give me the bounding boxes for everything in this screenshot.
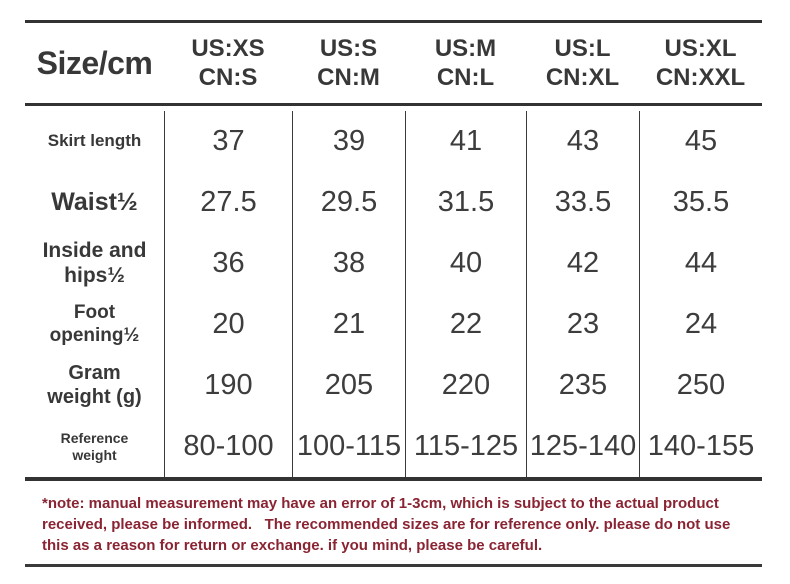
value-cell: 80-100: [164, 416, 292, 477]
size-table: Size/cm US:XS CN:S US:S CN:M US:M CN:L U…: [25, 20, 762, 481]
value-cell: 190: [164, 355, 292, 416]
cn-size-label: CN:XXL: [655, 64, 746, 91]
row-label-waist: Waist½: [51, 187, 138, 216]
us-size-label: US:L: [554, 34, 611, 62]
column-header-xs: US:XS CN:S: [164, 34, 292, 93]
value-cell: 21: [292, 294, 405, 355]
value-cell: 205: [292, 355, 405, 416]
value-cell: 39: [292, 111, 405, 172]
table-header-row: Size/cm US:XS CN:S US:S CN:M US:M CN:L U…: [25, 20, 762, 106]
cn-size-label: CN:M: [317, 64, 380, 91]
row-label-gram-weight: Gram weight (g): [47, 361, 142, 408]
value-cell: 27.5: [164, 172, 292, 233]
value-cell: 31.5: [405, 172, 526, 233]
value-cell: 35.5: [639, 172, 762, 233]
value-cell: 42: [526, 233, 639, 294]
value-cell: 22: [405, 294, 526, 355]
column-header-xl: US:XL CN:XXL: [639, 34, 762, 93]
row-label-inside-hips: Inside and hips½: [42, 238, 147, 287]
column-header-m: US:M CN:L: [405, 34, 526, 93]
cn-size-label: CN:S: [198, 64, 258, 91]
value-cell: 250: [639, 355, 762, 416]
value-cell: 115-125: [405, 416, 526, 477]
column-header-s: US:S CN:M: [292, 34, 405, 93]
measurement-note: *note: manual measurement may have an er…: [42, 495, 735, 554]
row-label-reference-weight: Reference weight: [60, 429, 129, 463]
value-cell: 140-155: [639, 416, 762, 477]
value-cell: 44: [639, 233, 762, 294]
cn-size-label: CN:L: [436, 64, 495, 91]
value-cell: 37: [164, 111, 292, 172]
cn-size-label: CN:XL: [545, 64, 620, 91]
value-cell: 33.5: [526, 172, 639, 233]
us-size-label: US:XL: [664, 34, 737, 62]
value-cell: 20: [164, 294, 292, 355]
us-size-label: US:M: [434, 34, 497, 62]
bottom-divider: [25, 564, 762, 567]
value-cell: 29.5: [292, 172, 405, 233]
table-body: Skirt length 37 39 41 43 45 Waist½ 27.5 …: [25, 106, 762, 481]
us-size-label: US:XS: [191, 34, 265, 62]
value-cell: 235: [526, 355, 639, 416]
value-cell: 40: [405, 233, 526, 294]
column-header-l: US:L CN:XL: [526, 34, 639, 93]
value-cell: 220: [405, 355, 526, 416]
value-cell: 125-140: [526, 416, 639, 477]
value-cell: 45: [639, 111, 762, 172]
value-cell: 100-115: [292, 416, 405, 477]
value-cell: 23: [526, 294, 639, 355]
value-cell: 36: [164, 233, 292, 294]
value-cell: 38: [292, 233, 405, 294]
value-cell: 43: [526, 111, 639, 172]
value-cell: 41: [405, 111, 526, 172]
us-size-label: US:S: [319, 34, 378, 62]
size-chart-page: Size/cm US:XS CN:S US:S CN:M US:M CN:L U…: [25, 20, 762, 567]
row-label-foot-opening: Foot opening½: [49, 302, 140, 346]
value-cell: 24: [639, 294, 762, 355]
row-label-skirt-length: Skirt length: [47, 131, 142, 151]
table-corner-label: Size/cm: [36, 44, 153, 81]
